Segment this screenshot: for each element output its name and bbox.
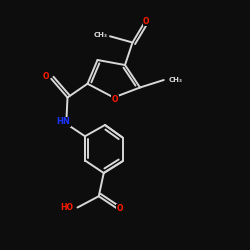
Text: HN: HN [56,117,70,126]
Text: O: O [112,96,118,104]
Text: CH₃: CH₃ [94,32,108,38]
Text: O: O [42,72,49,81]
Text: O: O [117,204,123,213]
Text: O: O [143,17,150,26]
Text: HO: HO [60,203,73,212]
Text: CH₃: CH₃ [169,77,183,83]
